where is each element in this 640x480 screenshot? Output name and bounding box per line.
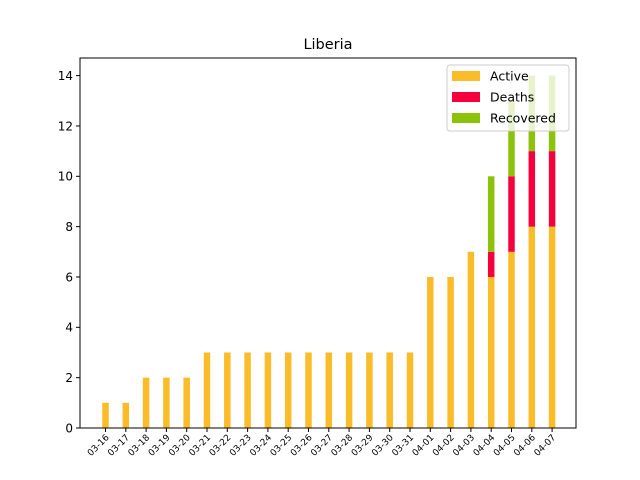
bar-active-04-06 [528, 226, 536, 428]
bar-active-03-16 [102, 402, 109, 428]
x-tick-label: 03-26 [289, 433, 315, 459]
bar-active-03-21 [203, 352, 211, 428]
x-tick-label: 03-20 [167, 433, 193, 459]
y-tick-label: 8 [65, 220, 73, 234]
legend-swatch-recovered [452, 113, 480, 123]
bar-deaths-04-07 [548, 151, 556, 227]
x-tick-label: 03-22 [208, 433, 234, 459]
x-tick-label: 04-06 [512, 433, 538, 459]
x-tick-label: 03-16 [86, 433, 112, 459]
bar-active-04-05 [508, 251, 515, 428]
bar-active-03-19 [163, 377, 170, 428]
bar-active-04-01 [427, 276, 434, 428]
legend-swatch-active [452, 71, 480, 81]
plot-frame [79, 57, 577, 429]
bar-active-03-23 [244, 352, 251, 428]
bar-active-04-07 [548, 226, 556, 428]
x-tick-label: 03-23 [228, 433, 254, 459]
y-tick-label: 6 [65, 270, 73, 284]
x-tick-label: 03-24 [248, 433, 274, 459]
legend-label-active: Active [490, 69, 529, 84]
x-tick-label: 03-29 [350, 433, 376, 459]
x-tick-label: 04-01 [411, 433, 437, 459]
bar-active-03-30 [386, 352, 393, 428]
bar-active-03-26 [305, 352, 312, 428]
bar-active-03-27 [325, 352, 333, 428]
y-axis: 0 2 4 6 8 10 12 14 [58, 69, 80, 435]
legend-label-recovered: Recovered [490, 111, 556, 126]
y-tick-label: 14 [58, 69, 73, 83]
x-tick-label: 03-28 [330, 433, 356, 459]
x-tick-label: 03-31 [391, 433, 417, 459]
chart-title: Liberia [303, 37, 352, 53]
x-tick-label: 03-27 [309, 433, 335, 459]
bar-recovered-04-04 [487, 176, 495, 252]
x-tick-label: 04-02 [431, 433, 457, 459]
y-tick-label: 2 [65, 371, 73, 385]
x-tick-label: 04-03 [451, 433, 477, 459]
bar-active-03-28 [345, 352, 353, 428]
bar-active-04-03 [467, 251, 475, 428]
bar-active-04-02 [447, 276, 454, 428]
legend: Active Deaths Recovered [446, 64, 570, 132]
y-tick-label: 10 [58, 170, 73, 184]
bar-active-03-25 [284, 352, 292, 428]
legend-swatch-deaths [452, 92, 480, 102]
bar-active-04-04 [487, 276, 495, 428]
x-tick-label: 03-30 [370, 433, 396, 459]
bar-active-03-20 [183, 377, 190, 428]
x-tick-label: 03-21 [188, 433, 214, 459]
x-tick-label: 03-17 [106, 433, 132, 459]
bar-active-03-24 [264, 352, 272, 428]
bar-recovered-04-05 [508, 100, 515, 177]
bar-deaths-04-06 [528, 151, 536, 227]
bar-deaths-04-04 [487, 251, 495, 277]
x-tick-label: 03-18 [127, 433, 153, 459]
bar-active-03-18 [142, 377, 150, 428]
y-tick-label: 4 [65, 321, 73, 335]
x-tick-label: 04-05 [492, 433, 518, 459]
y-tick-label: 0 [65, 421, 73, 435]
y-tick-label: 12 [58, 119, 73, 133]
bar-active-03-31 [406, 352, 414, 428]
bar-active-03-29 [366, 352, 373, 428]
bar-active-03-17 [122, 402, 130, 428]
bar-deaths-04-05 [508, 176, 515, 252]
bar-active-03-22 [224, 352, 231, 428]
x-tick-label: 04-07 [533, 433, 559, 459]
x-tick-label: 03-25 [269, 433, 295, 459]
legend-label-deaths: Deaths [490, 90, 534, 105]
x-tick-label: 03-19 [147, 433, 173, 459]
x-tick-label: 04-04 [472, 433, 498, 459]
x-axis: 03-1603-1703-1803-1903-2003-2103-2203-23… [86, 428, 558, 459]
